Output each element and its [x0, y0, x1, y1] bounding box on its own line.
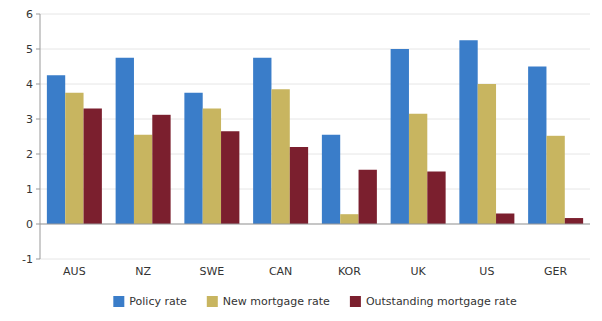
bar [478, 84, 496, 224]
bar [271, 89, 289, 224]
grid-line [40, 259, 590, 260]
bar [152, 115, 170, 224]
bar [290, 147, 308, 224]
bar [391, 49, 409, 224]
bar [253, 58, 271, 224]
y-tick [36, 154, 40, 155]
bar [359, 170, 377, 224]
y-tick [36, 14, 40, 15]
x-tick-label: GER [544, 265, 567, 278]
chart: -1 0 1 2 3 4 5 6 AUS NZ SWE CAN KOR UK US GER Policy rat… [0, 0, 602, 321]
bar [116, 58, 134, 224]
grid [40, 14, 590, 259]
y-tick [36, 84, 40, 85]
legend-item: Outstanding mortgage rate [350, 295, 517, 308]
bar [340, 214, 358, 224]
y-tick [36, 49, 40, 50]
legend-item: Policy rate [113, 295, 187, 308]
y-tick-label: 2 [26, 148, 33, 161]
bar [84, 109, 102, 225]
x-tick-label: SWE [199, 265, 224, 278]
x-tick-label: UK [410, 265, 426, 278]
y-tick [36, 259, 40, 260]
x-tick-label: AUS [63, 265, 86, 278]
x-tick-label: NZ [135, 265, 151, 278]
y-tick-label: 4 [26, 78, 33, 91]
y-tick-label: 3 [26, 113, 33, 126]
legend-swatch [113, 296, 124, 307]
y-tick [36, 119, 40, 120]
bar [184, 93, 202, 224]
y-tick-label: 1 [26, 183, 33, 196]
x-tick-label: US [479, 265, 494, 278]
grid-line [40, 14, 590, 15]
bar [409, 114, 427, 224]
y-tick [36, 224, 40, 225]
y-tick [36, 189, 40, 190]
y-tick-label: -1 [22, 253, 33, 266]
bar [565, 218, 583, 224]
bar [65, 93, 83, 224]
legend-label: Outstanding mortgage rate [366, 295, 517, 308]
zero-line [40, 224, 590, 225]
grid-line [40, 224, 590, 225]
legend: Policy rate New mortgage rate Outstanding … [113, 295, 517, 308]
legend-item: New mortgage rate [207, 295, 330, 308]
bar [459, 40, 477, 224]
y-tick-label: 5 [26, 43, 33, 56]
y-tick-label: 0 [26, 218, 33, 231]
bar [546, 136, 564, 224]
legend-label: Policy rate [129, 295, 187, 308]
bars [47, 40, 583, 224]
grid-line [40, 49, 590, 50]
bar [496, 214, 514, 225]
legend-swatch [350, 296, 361, 307]
bar [203, 109, 221, 225]
legend-swatch [207, 296, 218, 307]
bar [134, 135, 152, 224]
x-tick-label: KOR [338, 265, 361, 278]
x-tick-label: CAN [269, 265, 292, 278]
bar [322, 135, 340, 224]
bar [427, 172, 445, 225]
y-axis-line [40, 14, 41, 259]
y-tick-label: 6 [26, 8, 33, 21]
legend-label: New mortgage rate [223, 295, 330, 308]
bar [221, 131, 239, 224]
bar [528, 67, 546, 225]
bar [47, 75, 65, 224]
